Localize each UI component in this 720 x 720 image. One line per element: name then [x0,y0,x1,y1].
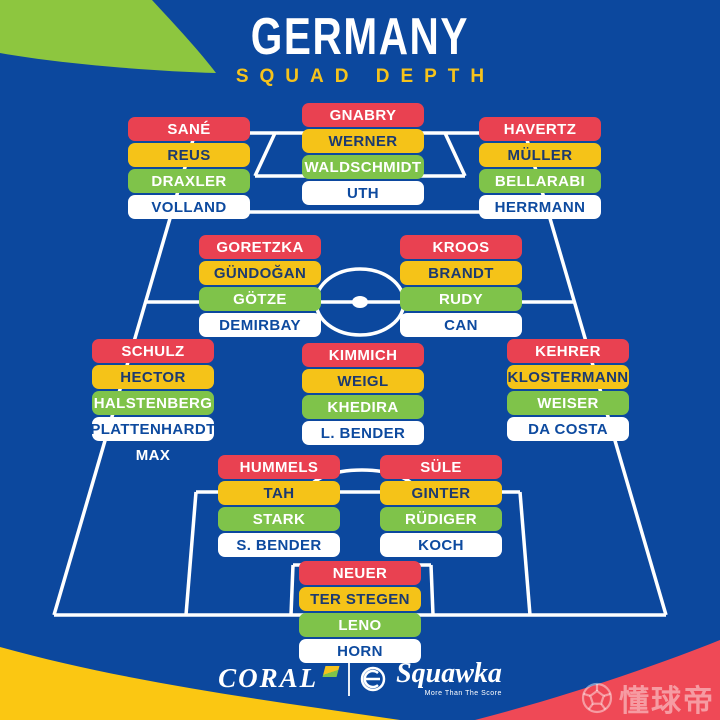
player-bar: HAVERTZ [479,117,601,141]
player-bar: GÜNDOĞAN [199,261,321,285]
player-bar: SÜLE [380,455,502,479]
player-bar: GNABRY [302,103,424,127]
squawka-icon [360,666,386,692]
player-bar: SANÉ [128,117,250,141]
position-group-right-back: KEHRER KLOSTERMANN WEISER DA COSTA [507,339,629,443]
page-title: GERMANY [250,8,470,66]
player-bar: MÜLLER [479,143,601,167]
player-bar: REUS [128,143,250,167]
player-bar: HALSTENBERG [92,391,214,415]
header: GERMANY SQUAD DEPTH [0,10,720,88]
player-bar: S. BENDER [218,533,340,557]
player-bar: WEIGL [302,369,424,393]
player-bar: DA COSTA [507,417,629,441]
player-bar: KEHRER [507,339,629,363]
position-group-centre-back-right: SÜLE GINTER RÜDIGER KOCH [380,455,502,559]
player-bar: WALDSCHMIDT [302,155,424,179]
squawka-tagline: More Than The Score [424,690,502,697]
footer-divider [348,661,351,696]
player-bar: DRAXLER [128,169,250,193]
player-bar: HECTOR [92,365,214,389]
player-bar: BRANDT [400,261,522,285]
player-bar: HERRMANN [479,195,601,219]
player-bar: LENO [299,613,421,637]
position-group-left-back: SCHULZ HECTOR HALSTENBERG PLATTENHARDT MAX [90,339,215,469]
player-bar: VOLLAND [128,195,250,219]
player-name: MAX [135,446,171,464]
player-bar: GÖTZE [199,287,321,311]
player-bar: KROOS [400,235,522,259]
player-bar: KOCH [380,533,502,557]
player-bar: SCHULZ [92,339,214,363]
page-subtitle: SQUAD DEPTH [235,65,496,87]
position-group-midfield-right: KROOS BRANDT RUDY CAN [400,235,522,339]
player-bar: BELLARABI [479,169,601,193]
position-group-centre-back-left: HUMMELS TAH STARK S. BENDER [218,455,340,559]
player-bar: CAN [400,313,522,337]
coral-flag-icon [322,666,340,677]
position-group-goalkeeper: NEUER TER STEGEN LENO HORN [299,561,421,665]
watermark-text: 懂球帝 [619,685,715,718]
player-bar: UTH [302,181,424,205]
position-group-attack-left: SANÉ REUS DRAXLER VOLLAND [128,117,250,221]
player-bar: TER STEGEN [299,587,421,611]
player-bar: GINTER [380,481,502,505]
watermark: 懂球帝 [580,676,715,720]
player-bar: NEUER [299,561,421,585]
player-bar: KHEDIRA [302,395,424,419]
player-bar: HUMMELS [218,455,340,479]
player-bar: STARK [218,507,340,531]
player-bar: DEMIRBAY [199,313,321,337]
player-bar: PLATTENHARDT [90,417,215,441]
coral-logo: CORAL [218,663,319,693]
player-bar: KLOSTERMANN [507,365,629,389]
player-bar: WERNER [302,129,424,153]
squawka-logo: Squawka [396,658,502,689]
position-group-midfield-left: GORETZKA GÜNDOĞAN GÖTZE DEMIRBAY [199,235,321,339]
player-bar: GORETZKA [199,235,321,259]
player-bar: RÜDIGER [380,507,502,531]
position-group-attack-center: GNABRY WERNER WALDSCHMIDT UTH [302,103,424,207]
player-bar: RUDY [400,287,522,311]
player-bar: TAH [218,481,340,505]
player-bar: WEISER [507,391,629,415]
position-group-attack-right: HAVERTZ MÜLLER BELLARABI HERRMANN [479,117,601,221]
football-icon [581,682,613,714]
player-bar: L. BENDER [302,421,424,445]
squawka-logo-block: Squawka More Than The Score [396,658,502,698]
player-bar: KIMMICH [302,343,424,367]
position-group-defensive-midfield: KIMMICH WEIGL KHEDIRA L. BENDER [302,343,424,447]
